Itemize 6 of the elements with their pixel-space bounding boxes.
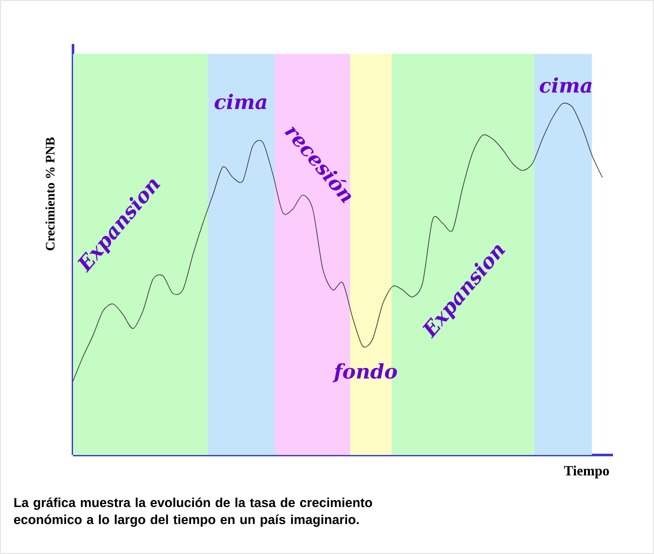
annotation: fondo xyxy=(332,363,397,382)
y-axis-title: Crecimiento % PNB xyxy=(45,137,55,250)
text: cima xyxy=(540,77,592,93)
x-axis-title: Tiempo xyxy=(564,466,609,478)
text: La gráfica muestra la evolución de la tasa de crecimiento económico a lo largo del tiempo en un país imaginario. xyxy=(14,498,372,527)
annotation: cima xyxy=(214,94,266,110)
